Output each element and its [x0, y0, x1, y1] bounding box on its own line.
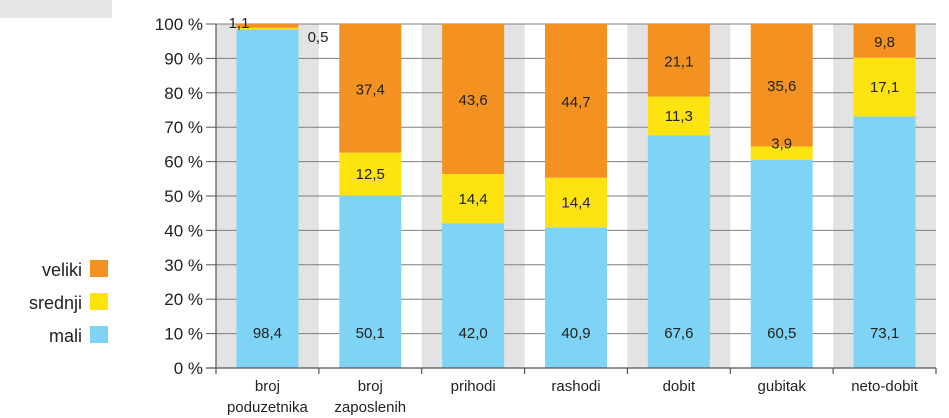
bar-srednji	[545, 177, 607, 228]
data-label-veliki: 37,4	[356, 81, 385, 98]
data-label-srednji: 3,9	[771, 135, 792, 152]
corner-decoration	[0, 0, 112, 18]
category-label: zaposlenih	[334, 399, 406, 416]
legend-label-veliki: veliki	[42, 260, 82, 280]
y-tick-label: 20 %	[164, 290, 203, 309]
bar-veliki	[339, 24, 402, 153]
category-label: prihodi	[451, 378, 496, 395]
category-label: broj	[255, 378, 280, 395]
bar-srednji	[750, 146, 813, 160]
category-labels: broj poduzetnika broj zaposlenih prihodi rash…	[227, 378, 919, 416]
bar-srednji	[442, 173, 505, 224]
legend-label-srednji: srednji	[29, 293, 82, 313]
data-label-srednji: 14,4	[561, 195, 590, 212]
y-tick-label: 30 %	[164, 256, 203, 275]
bar-veliki	[647, 24, 710, 97]
category-label: neto-dobit	[851, 378, 919, 395]
data-label-mali: 73,1	[870, 325, 899, 342]
data-label-mali: 50,1	[356, 325, 385, 342]
legend-swatch-mali	[90, 326, 108, 343]
legend-label-mali: mali	[49, 326, 82, 346]
bar-veliki	[442, 24, 505, 174]
y-tick-label: 90 %	[164, 49, 203, 68]
category-label: poduzetnika	[227, 399, 309, 416]
legend-swatch-veliki	[90, 260, 108, 277]
y-tick-label: 10 %	[164, 325, 203, 344]
data-label-srednji: 17,1	[870, 79, 899, 96]
data-label-mali: 98,4	[253, 325, 282, 342]
bar-srednji	[647, 96, 710, 136]
data-label-veliki: 44,7	[561, 94, 590, 111]
y-tick-label: 40 %	[164, 221, 203, 240]
legend: veliki srednji mali	[29, 260, 108, 346]
bar-veliki	[545, 24, 607, 178]
bar-segments	[236, 24, 916, 369]
data-label-srednji: 12,5	[356, 166, 385, 183]
bar-mali	[853, 116, 916, 368]
category-label: gubitak	[758, 378, 807, 395]
y-tick-label: 60 %	[164, 153, 203, 172]
data-label-veliki: 9,8	[874, 34, 895, 51]
y-tick-label: 70 %	[164, 118, 203, 137]
bar-mali	[236, 29, 299, 369]
data-label-mali: 60,5	[767, 325, 796, 342]
data-label-srednji: 11,3	[665, 108, 693, 125]
bar-mali	[339, 195, 402, 368]
data-labels: 98,4 1,1 0,5 50,1 12,5 37,4 42,0 14,4 43,6 40,9 14…	[229, 15, 900, 342]
category-label: rashodi	[551, 378, 600, 395]
data-label-veliki: 21,1	[664, 53, 693, 70]
data-label-veliki: 1,1	[229, 15, 250, 32]
bar-srednji	[236, 27, 299, 30]
y-tick-labels: 0 % 10 % 20 % 30 % 40 % 50 % 60 % 70 % 80 % 90 % 1…	[155, 15, 203, 378]
bar-mali	[647, 135, 710, 368]
bar-veliki	[853, 24, 916, 58]
axes	[206, 23, 937, 374]
category-label: dobit	[663, 378, 696, 395]
y-tick-label: 50 %	[164, 187, 203, 206]
bar-mali	[750, 159, 813, 368]
data-label-mali: 42,0	[459, 325, 488, 342]
legend-swatch-srednji	[90, 293, 108, 310]
bar-mali	[545, 227, 607, 368]
data-label-veliki: 35,6	[767, 78, 796, 95]
data-label-veliki: 43,6	[459, 92, 488, 109]
bar-srednji	[853, 57, 916, 117]
data-label-mali: 40,9	[561, 325, 590, 342]
bar-veliki	[750, 24, 813, 147]
bar-mali	[442, 223, 505, 368]
data-label-srednji: 14,4	[459, 191, 488, 208]
data-label-mali: 67,6	[664, 325, 693, 342]
bar-veliki	[236, 24, 299, 28]
bar-srednji	[339, 152, 402, 196]
y-tick-label: 0 %	[174, 359, 203, 378]
y-tick-label: 80 %	[164, 84, 203, 103]
y-tick-label: 100 %	[155, 15, 203, 34]
category-label: broj	[358, 378, 383, 395]
data-label-srednji: 0,5	[308, 29, 329, 46]
